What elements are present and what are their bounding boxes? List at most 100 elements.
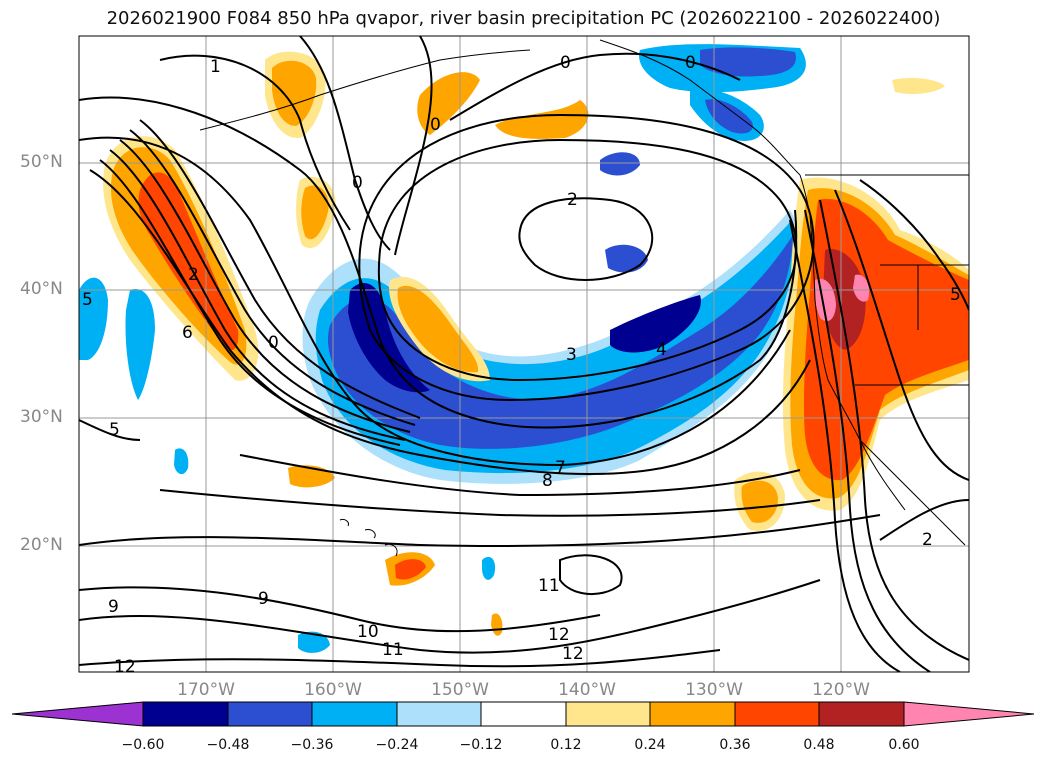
contour-jet-4 (99, 159, 401, 446)
contour-jet-5 (109, 149, 406, 441)
contour-jet-2 (79, 136, 791, 467)
shade-west-blue-2 (125, 289, 155, 400)
colorbar-segment (734, 701, 820, 727)
shade-small-blue-1 (298, 631, 330, 653)
contour-ring-2 (377, 138, 798, 382)
colorbar-segment (565, 701, 651, 727)
coastlines (199, 39, 969, 557)
contour-label: 0 (685, 53, 696, 73)
contour-label: 5 (82, 290, 93, 310)
colorbar-segment (396, 701, 482, 727)
colorbar-segment (818, 701, 905, 727)
contour-label: 6 (182, 323, 193, 343)
contour-label: 3 (566, 345, 577, 365)
shade-ne-blue-1-core (700, 47, 796, 77)
shade-top-blob-3 (495, 100, 589, 139)
contour-label: 9 (108, 597, 119, 617)
contour-upper-arc (394, 36, 433, 256)
latitude-label: 50°N (20, 152, 63, 172)
contour-top-0 (449, 52, 741, 121)
shade-central-blue-blob (600, 152, 640, 176)
contour-south-7 (239, 454, 801, 497)
contour-label: 5 (950, 285, 961, 305)
shade-coast-pink-2 (853, 274, 870, 302)
contour-label: 7 (555, 458, 566, 478)
contour-jet-6 (119, 139, 411, 433)
shade-negative-arc-navy (348, 282, 430, 393)
colorbar-tick-label: 0.60 (888, 737, 920, 753)
colorbar-segment (480, 701, 567, 727)
contour-south-10 (79, 586, 601, 633)
contour-west-5 (79, 419, 141, 441)
shade-arc-orange-core (397, 285, 479, 373)
contour-jet-7 (129, 129, 416, 426)
contour-jet-8 (139, 119, 421, 419)
contour-inner-low (518, 197, 654, 281)
contour-label: 11 (538, 576, 560, 596)
coast-hawaii (339, 519, 398, 557)
colorbar-segment (311, 701, 398, 727)
map-title: 2026021900 F084 850 hPa qvapor, river ba… (106, 8, 941, 29)
coast-bc (799, 174, 811, 216)
shade-small-blue-3 (482, 556, 496, 580)
colorbar-segment (227, 701, 313, 727)
contour-jet-1 (79, 96, 798, 429)
contour-east-2 (804, 209, 931, 672)
shade-small-blue-2 (174, 448, 189, 475)
shade-ne-orange-patch (892, 78, 945, 94)
contour-east-4 (834, 189, 969, 481)
contour-ring-3 (358, 113, 815, 402)
shade-top-blob-4-core (301, 185, 329, 240)
colorbar-extend-max (903, 701, 1035, 727)
contour-south-11 (79, 579, 821, 654)
contour-label: 0 (268, 333, 279, 353)
contour-label: 11 (382, 640, 404, 660)
shade-se-orange-core (741, 480, 778, 523)
contour-label-group: 0 0 0 0 0 2 2 3 4 5 5 6 7 8 9 9 10 11 11… (82, 53, 961, 677)
colorbar-extend-min (11, 701, 144, 727)
contour-label: 9 (258, 589, 269, 609)
contour-label: 12 (548, 625, 570, 645)
contour-label: 10 (357, 622, 379, 642)
contour-label: 12 (114, 657, 136, 677)
colorbar-segment (649, 701, 736, 727)
contour-south-9 (79, 514, 881, 548)
colorbar-tick-label: 0.24 (634, 737, 666, 753)
contour-label: 2 (567, 190, 578, 210)
colorbar-tick-label: −0.60 (121, 737, 165, 753)
contour-upper-0 (159, 54, 351, 231)
qvapor-contours (79, 36, 969, 672)
shade-negative-arc-blue (327, 235, 793, 449)
contour-east-6 (879, 499, 969, 541)
contour-label: 8 (542, 471, 553, 491)
longitude-label: 140°W (558, 680, 616, 700)
longitude-label: 120°W (812, 680, 870, 700)
colorbar-tick-label: −0.48 (206, 737, 250, 753)
coast-west-usa (809, 214, 906, 511)
shade-negative-arc-navy-2 (610, 295, 701, 353)
colorbar-tick-label: 0.48 (803, 737, 835, 753)
shade-small-orange-1-core (395, 559, 426, 580)
latitude-label: 30°N (20, 407, 63, 427)
contour-label: 1 (210, 57, 221, 77)
colorbar-tick-label: 0.12 (550, 737, 582, 753)
contour-east-5 (859, 179, 969, 311)
longitude-label: 130°W (685, 680, 743, 700)
contour-south-8 (159, 489, 821, 517)
longitude-label: 160°W (304, 680, 362, 700)
contour-label: 4 (656, 340, 667, 360)
shade-top-blob-2 (417, 72, 480, 135)
longitude-label: 170°W (177, 680, 235, 700)
colorbar-segment (142, 701, 229, 727)
contour-label: 0 (560, 53, 571, 73)
latitude-label: 40°N (20, 279, 63, 299)
colorbar-tick-label: −0.12 (459, 737, 503, 753)
shade-west-blue-1 (79, 277, 108, 360)
contour-label: 2 (188, 265, 199, 285)
contour-label: 12 (562, 644, 584, 664)
contour-mid-blob (559, 554, 623, 596)
contour-east-1 (789, 219, 901, 672)
longitude-label: 150°W (431, 680, 489, 700)
map-frame (78, 35, 970, 673)
